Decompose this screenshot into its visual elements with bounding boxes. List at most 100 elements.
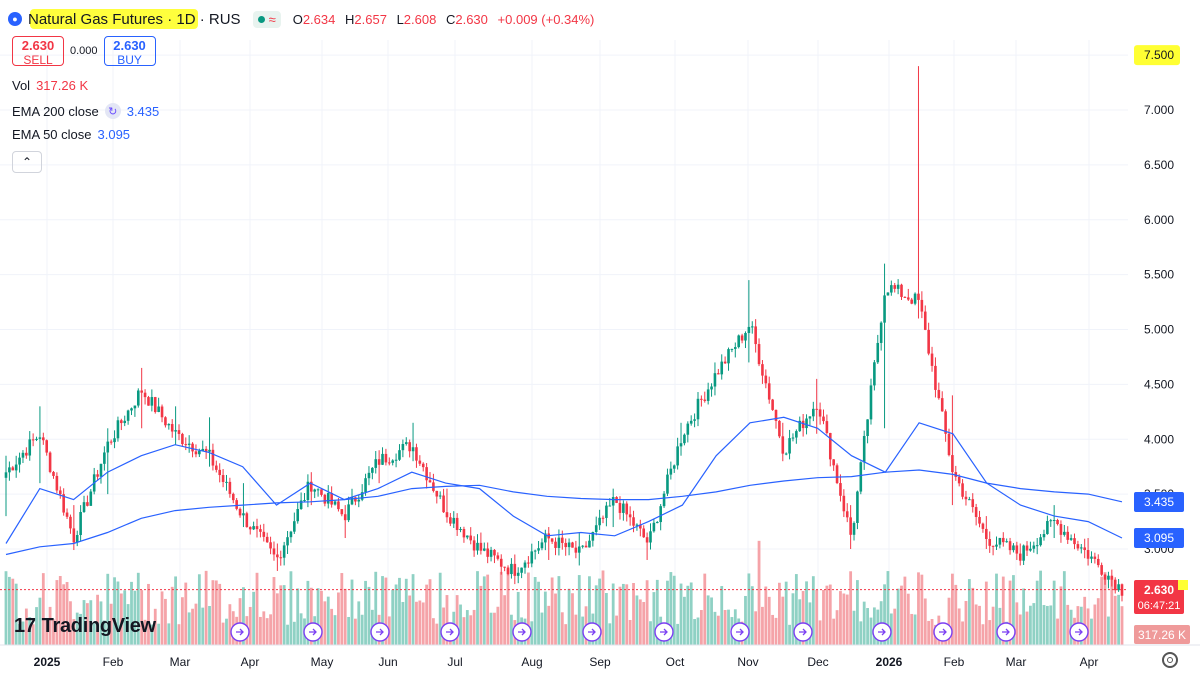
volume-bar (404, 578, 408, 645)
volume-bar (140, 590, 144, 645)
volume-bar (167, 623, 171, 645)
candle-body (639, 524, 642, 529)
candle-body (86, 502, 89, 506)
candle-body (120, 420, 123, 424)
price-badges: 3.435 3.095 2.630 06:47:21 317.26 K (1134, 492, 1190, 644)
candle-body (404, 442, 408, 445)
ema200-legend[interactable]: EMA 200 close ↻ 3.435 (12, 103, 160, 119)
candle-body (1117, 584, 1120, 591)
ema-lines (5, 416, 1123, 556)
volume-bar (540, 612, 544, 645)
ema50-legend[interactable]: EMA 50 close 3.095 (12, 127, 131, 142)
tradingview-logo[interactable]: 17 TradingView (14, 615, 156, 637)
volume-bar (421, 602, 425, 645)
volume-bar (930, 619, 934, 645)
volume-bar (550, 577, 554, 645)
volume-bar (557, 576, 561, 645)
volume-bar (781, 596, 785, 645)
volume-bar (119, 593, 123, 645)
candle-body (58, 490, 62, 495)
candle-body (1096, 558, 1100, 566)
volume-bar (170, 586, 174, 645)
volume-bar (1045, 605, 1049, 645)
volume-legend[interactable]: Vol 317.26 K (12, 78, 89, 93)
volume-bar (716, 615, 720, 645)
volume-bar (917, 572, 920, 645)
candle-body (255, 526, 259, 530)
candle-body (930, 353, 934, 366)
sell-button[interactable]: 2.630 SELL (12, 36, 64, 67)
candle-body (706, 389, 710, 401)
candle-body (917, 293, 920, 300)
candle-body (683, 434, 686, 444)
volume-bar (927, 620, 931, 645)
volume-bar (479, 585, 483, 645)
candle-body (160, 406, 164, 418)
candle-body (136, 390, 140, 406)
symbol-flame-icon[interactable]: ● (8, 12, 22, 26)
volume-bar (14, 583, 18, 645)
time-tick-label: Oct (666, 655, 685, 669)
candle-body (757, 344, 761, 365)
candle-body (625, 503, 629, 515)
candle-body (812, 408, 815, 417)
candle-body (384, 453, 388, 463)
candle-body (920, 299, 924, 312)
volume-bar (153, 608, 157, 645)
volume-bar (1083, 596, 1087, 645)
time-axis[interactable]: 2025 Feb Mar Apr May Jun Jul Aug Sep Oct Nov Dec 202… (0, 644, 1200, 669)
volume-bar (306, 580, 310, 645)
candle-body (31, 439, 35, 441)
collapse-legend-button[interactable]: ⌃ (12, 151, 42, 173)
candle-body (730, 348, 734, 350)
candle-body (69, 516, 72, 529)
volume-bar (82, 600, 86, 645)
volume-bar (703, 573, 707, 645)
volume-bar (988, 620, 992, 645)
volume-bar (611, 583, 615, 645)
price-axis[interactable]: 7.500 7.000 6.500 6.000 5.500 5.000 4.500 4.000… (1134, 45, 1180, 556)
price-tick-label: 7.500 (1144, 48, 1174, 62)
candle-body (764, 375, 768, 384)
candle-body (805, 418, 808, 429)
candle-body (666, 474, 669, 494)
candle-body (143, 392, 147, 398)
candle-body (150, 397, 154, 406)
candle-body (1079, 547, 1083, 549)
candle-body (893, 285, 897, 289)
candle-body (944, 411, 947, 434)
volume-bar (1117, 594, 1121, 645)
candle-body (445, 512, 449, 518)
candle-body (510, 563, 513, 575)
event-arrow-icon (878, 628, 886, 636)
volume-bar (197, 574, 201, 645)
candle-body (415, 447, 418, 461)
volume-bar (567, 588, 571, 645)
volume-bar (130, 581, 133, 645)
volume-bar (883, 584, 886, 645)
volume-bar (727, 609, 730, 645)
candle-body (82, 502, 86, 512)
settings-gear-icon[interactable] (1162, 652, 1178, 668)
symbol-title[interactable]: Natural Gas Futures · 1D · RUS (28, 10, 241, 28)
volume-bar (62, 584, 66, 645)
candle-body (364, 478, 367, 493)
dividend-markers[interactable] (230, 622, 1089, 642)
chart-grid (0, 40, 1128, 645)
volume-bar (126, 604, 130, 645)
buy-button[interactable]: 2.630 BUY (103, 36, 156, 67)
candle-body (493, 549, 496, 556)
market-status[interactable]: ≈ (252, 10, 281, 28)
volume-bar (96, 594, 99, 645)
volume-bar (683, 596, 686, 645)
volume-bar (543, 591, 547, 645)
candle-body (513, 563, 517, 576)
volume-bar (1090, 618, 1093, 645)
volume-bar (869, 617, 873, 645)
volume-bar (1120, 606, 1124, 645)
volume-bar (1018, 614, 1022, 645)
volume-bar (605, 593, 608, 645)
spread-value: 0.000 (70, 45, 98, 57)
volume-bar (618, 586, 622, 645)
